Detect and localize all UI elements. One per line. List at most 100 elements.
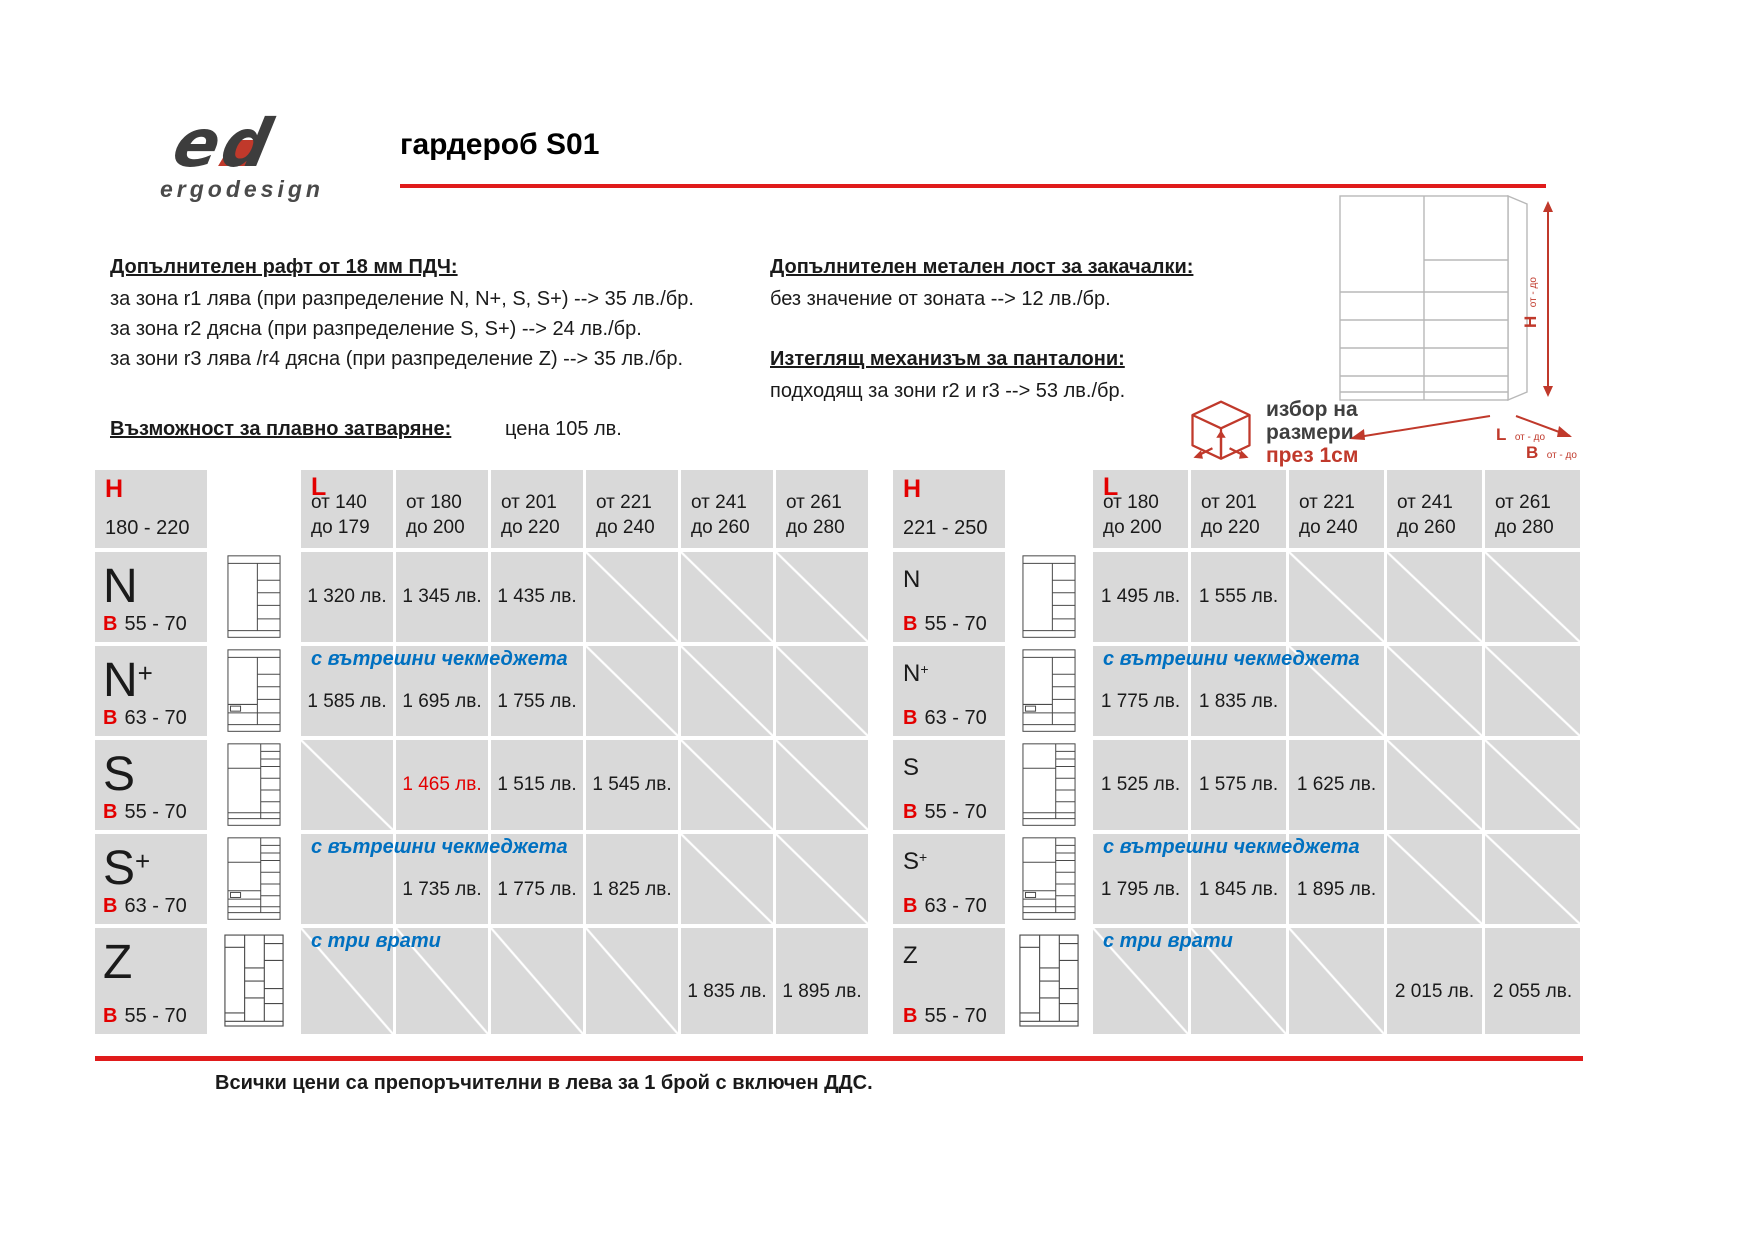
zone-layout-sketch-s	[211, 740, 297, 830]
extra-shelf-line-2: за зона r2 дясна (при разпределение S, S…	[110, 318, 642, 340]
row-note: с вътрешни чекмеджета	[1103, 648, 1360, 670]
unavailable-cell	[776, 834, 868, 924]
footer-note: Всички цени са препоръчителни в лева за …	[215, 1072, 873, 1094]
col-header: от 221 до 240	[1289, 470, 1384, 548]
price-cell: 1 495 лв.	[1093, 552, 1188, 642]
col-header: от 241 до 260	[681, 470, 773, 548]
unavailable-cell	[1289, 646, 1384, 736]
unavailable-cell	[1289, 552, 1384, 642]
row-label-s: S В 55 - 70	[893, 740, 1005, 830]
wardrobe-drawing-icon: H от - до L от - до B от - до	[1339, 194, 1577, 462]
h-axis-label: H	[903, 475, 922, 503]
price-cell: 1 465 лв.	[396, 740, 488, 830]
price-cell: 1 545 лв.	[586, 740, 678, 830]
price-cell: 1 845 лв.	[1191, 834, 1286, 924]
col-header: от 221 до 240	[586, 470, 678, 548]
size-choice-line-1: избор на	[1266, 398, 1358, 421]
price-cell: 1 775 лв.	[1093, 646, 1188, 736]
table-row-n: N В 55 - 70 1 320 лв. 1 345 лв. 1 435 лв.	[95, 552, 868, 642]
price-cell: 1 585 лв.	[301, 646, 393, 736]
dim-l-label: L от - до	[1496, 425, 1545, 444]
unavailable-cell	[1191, 928, 1286, 1034]
zone-layout-sketch-z	[1009, 928, 1089, 1034]
unavailable-cell	[1387, 552, 1482, 642]
metal-rod-title: Допълнителен метален лост за закачалки:	[770, 256, 1194, 278]
zone-layout-sketch-n	[1009, 552, 1089, 642]
price-cell: 1 525 лв.	[1093, 740, 1188, 830]
table-header-row: H 221 - 250 L от 180 до 200 от 201 до 22…	[893, 470, 1580, 548]
price-cell: 1 895 лв.	[1289, 834, 1384, 924]
col-header: от 201 до 220	[491, 470, 583, 548]
row-note: с три врати	[1103, 930, 1233, 952]
table-row-n-plus: N+ В 63 - 70 с вътрешни чекмеджета 1 775 …	[893, 646, 1580, 736]
row-label-n-plus: N+ В 63 - 70	[95, 646, 207, 736]
price-table-h221-250: H 221 - 250 L от 180 до 200 от 201 до 22…	[893, 470, 1580, 1034]
diagram-column-spacer	[1009, 470, 1089, 548]
col-header: от 241 до 260	[1387, 470, 1482, 548]
unavailable-cell	[1387, 646, 1482, 736]
row-label-s-plus: S+ В 63 - 70	[95, 834, 207, 924]
price-cell: 1 755 лв.	[491, 646, 583, 736]
price-cell: 1 515 лв.	[491, 740, 583, 830]
size-choice-block	[1184, 396, 1258, 477]
unavailable-cell	[1387, 834, 1482, 924]
unavailable-cell	[681, 646, 773, 736]
price-cell: 1 695 лв.	[396, 646, 488, 736]
h-header-cell: H 180 - 220	[95, 470, 207, 548]
unavailable-cell	[1387, 740, 1482, 830]
row-label-n: N В 55 - 70	[95, 552, 207, 642]
unavailable-cell	[491, 928, 583, 1034]
size-choice-caption: избор на размери през 1см	[1266, 398, 1358, 467]
price-table-h180-220: H 180 - 220 L от 140 до 179 от 180 до 20…	[95, 470, 868, 1034]
brand-text: ergodesign	[160, 176, 324, 202]
price-cell: 1 775 лв.	[491, 834, 583, 924]
extra-shelf-title: Допълнителен рафт от 18 мм ПДЧ:	[110, 256, 458, 278]
unavailable-cell	[301, 928, 393, 1034]
table-row-s-plus: S+ В 63 - 70 с вътрешни чекмеджета 1 795 …	[893, 834, 1580, 924]
title-underline	[400, 184, 1546, 188]
price-cell: 1 795 лв.	[1093, 834, 1188, 924]
col-header: от 201 до 220	[1191, 470, 1286, 548]
price-cell: 1 835 лв.	[681, 928, 773, 1034]
size-choice-line-3: през 1см	[1266, 444, 1359, 467]
zone-layout-sketch-z	[211, 928, 297, 1034]
size-choice-line-2: размери	[1266, 421, 1354, 444]
unavailable-cell	[1485, 740, 1580, 830]
zone-layout-sketch-s-plus	[211, 834, 297, 924]
row-note: с вътрешни чекмеджета	[1103, 836, 1360, 858]
unavailable-cell	[586, 928, 678, 1034]
h-range: 180 - 220	[105, 517, 190, 539]
row-note: с три врати	[311, 930, 441, 952]
unavailable-cell	[1093, 928, 1188, 1034]
zone-layout-sketch-n-plus	[1009, 646, 1089, 736]
unavailable-cell	[1485, 552, 1580, 642]
price-cell: 1 735 лв.	[396, 834, 488, 924]
row-label-z: Z В 55 - 70	[95, 928, 207, 1034]
price-cell: 1 625 лв.	[1289, 740, 1384, 830]
price-cell: 2 015 лв.	[1387, 928, 1482, 1034]
trouser-rack-title: Изтеглящ механизъм за панталони:	[770, 348, 1125, 370]
price-cell: 1 825 лв.	[586, 834, 678, 924]
price-cell: 1 835 лв.	[1191, 646, 1286, 736]
metal-rod-line: без значение от зоната --> 12 лв./бр.	[770, 288, 1111, 310]
h-axis-label: H	[105, 475, 124, 503]
zone-layout-sketch-n-plus	[211, 646, 297, 736]
ergodesign-logo: e d ergodesign	[148, 105, 368, 210]
table-row-s: S В 55 - 70 1 525 лв. 1 575 лв. 1 625 лв.	[893, 740, 1580, 830]
price-cell: 1 320 лв.	[301, 552, 393, 642]
table-row-z: Z В 55 - 70 с три врати 1 835 лв.	[95, 928, 868, 1034]
col-header: L от 140 до 179	[301, 470, 393, 548]
price-cell: 2 055 лв.	[1485, 928, 1580, 1034]
size-cube-icon	[1191, 400, 1251, 460]
diagram-column-spacer	[211, 470, 297, 548]
table-row-n: N В 55 - 70 1 495 лв. 1 555 лв.	[893, 552, 1580, 642]
row-label-s: S В 55 - 70	[95, 740, 207, 830]
row-label-z: Z В 55 - 70	[893, 928, 1005, 1034]
footer-divider	[95, 1056, 1583, 1061]
unavailable-cell	[396, 928, 488, 1034]
col-header: от 180 до 200	[396, 470, 488, 548]
price-cell: 1 895 лв.	[776, 928, 868, 1034]
dim-b-label: B от - до	[1526, 443, 1577, 462]
table-header-row: H 180 - 220 L от 140 до 179 от 180 до 20…	[95, 470, 868, 548]
